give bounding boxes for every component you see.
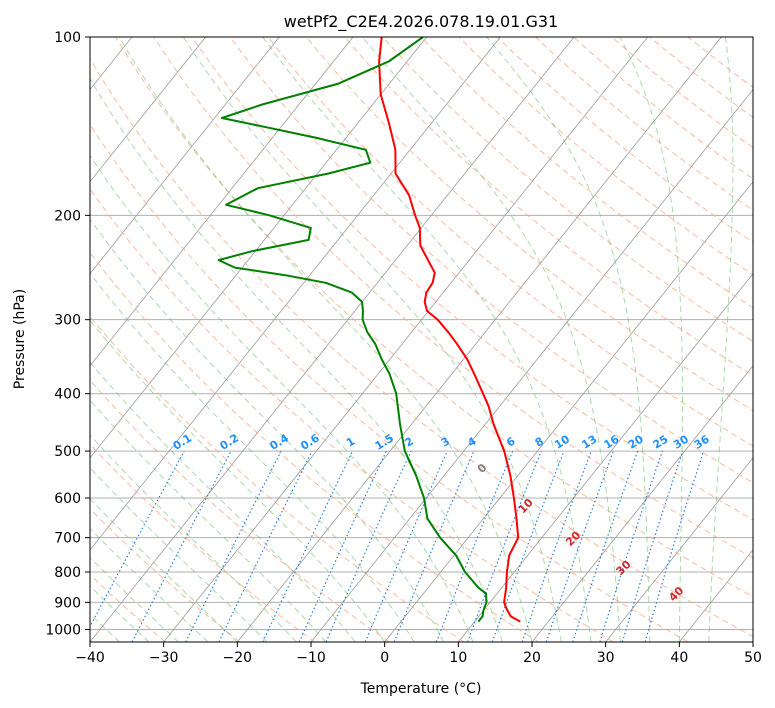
mixing-ratio-line bbox=[521, 450, 592, 642]
chart-title: wetPf2_C2E4.2026.078.19.01.G31 bbox=[284, 12, 558, 32]
x-tick-label: −20 bbox=[223, 650, 253, 666]
mixing-ratio-line bbox=[545, 450, 614, 642]
dry-adiabats bbox=[90, 37, 753, 642]
moist-adiabat-line bbox=[90, 319, 386, 642]
dry-adiabat-line bbox=[90, 379, 390, 642]
x-tick-label: 30 bbox=[597, 650, 615, 666]
moist-adiabat-line bbox=[262, 37, 592, 642]
isotherm-line bbox=[90, 37, 575, 642]
x-tick-label: 10 bbox=[449, 650, 467, 666]
x-axis-label: Temperature (°C) bbox=[360, 681, 482, 697]
dry-adiabat-line bbox=[306, 37, 753, 412]
y-tick-label: 100 bbox=[54, 30, 81, 46]
x-tick-label: 0 bbox=[380, 650, 389, 666]
moist-adiabat-line bbox=[90, 527, 209, 642]
y-tick-label: 500 bbox=[54, 444, 81, 460]
moist-adiabat-line bbox=[362, 37, 621, 642]
plot-background bbox=[90, 37, 753, 642]
isotherm-lines bbox=[0, 37, 753, 642]
isotherm-line bbox=[90, 37, 206, 183]
dry-adiabat-line bbox=[90, 188, 614, 642]
moist-adiabat-line bbox=[619, 37, 683, 642]
dry-adiabat-line bbox=[90, 573, 166, 642]
mixing-ratio-line bbox=[325, 450, 412, 642]
moist-adiabat-line bbox=[90, 585, 150, 642]
mixing-ratio-lines bbox=[90, 450, 705, 642]
isotherm-line bbox=[605, 457, 753, 642]
y-tick-label: 700 bbox=[54, 531, 81, 547]
isotherm-line bbox=[163, 37, 648, 642]
mixing-ratio-line bbox=[491, 450, 565, 642]
isotherm-line bbox=[0, 37, 58, 642]
mixing-ratio-line bbox=[185, 450, 282, 642]
mixing-ratio-line bbox=[435, 450, 514, 642]
moist-adiabat-line bbox=[90, 556, 179, 642]
x-tick-label: 40 bbox=[670, 650, 688, 666]
x-tick-label: 20 bbox=[523, 650, 541, 666]
y-tick-label: 800 bbox=[54, 565, 81, 581]
moist-adiabat-line bbox=[90, 434, 297, 642]
y-tick-label: 600 bbox=[54, 491, 81, 507]
mixing-ratio-line bbox=[621, 450, 684, 642]
mixing-ratio-line bbox=[90, 450, 185, 628]
x-tick-label: −30 bbox=[149, 650, 179, 666]
y-tick-label: 1000 bbox=[45, 622, 81, 638]
mixing-ratio-line bbox=[644, 450, 705, 642]
mixing-ratio-line bbox=[572, 450, 639, 642]
moist-adiabat-line bbox=[118, 37, 533, 642]
moist-adiabat-line bbox=[90, 218, 445, 642]
dry-adiabat-line bbox=[267, 37, 753, 447]
isotherm-line bbox=[90, 37, 354, 367]
mixing-ratio-line bbox=[599, 450, 663, 642]
x-axis-ticks: −40 −30 −20 −10 0 10 20 30 40 50 bbox=[75, 642, 762, 666]
dry-adiabat-line bbox=[229, 37, 753, 484]
moist-adiabats bbox=[90, 37, 734, 642]
dry-adiabat-line bbox=[90, 252, 540, 642]
moist-adiabat-line bbox=[486, 37, 651, 642]
moist-adiabat-line bbox=[90, 498, 238, 642]
dry-adiabat-line bbox=[344, 37, 753, 377]
moist-adiabat-line bbox=[708, 37, 734, 642]
isotherm-line bbox=[310, 88, 753, 642]
isotherm-line bbox=[90, 37, 501, 551]
dry-adiabat-line bbox=[90, 123, 689, 642]
dry-adiabat-line bbox=[191, 37, 753, 521]
moist-adiabat-line bbox=[90, 467, 268, 642]
mixing-ratio-line bbox=[466, 450, 542, 642]
mixing-ratio-line bbox=[393, 450, 475, 642]
isotherm-line bbox=[90, 37, 427, 459]
x-tick-label: −10 bbox=[296, 650, 326, 666]
moist-adiabat-line bbox=[90, 361, 356, 642]
moist-adiabat-line bbox=[182, 37, 562, 642]
x-tick-label: 50 bbox=[744, 650, 762, 666]
temperature-profile-line bbox=[378, 37, 521, 623]
isotherm-line bbox=[531, 365, 753, 642]
dry-adiabat-line bbox=[90, 315, 465, 642]
x-tick-label: −40 bbox=[75, 650, 105, 666]
dewpoint-profile-line bbox=[217, 37, 488, 623]
plot-frame bbox=[89, 36, 754, 643]
y-tick-label: 300 bbox=[54, 313, 81, 329]
profile-series bbox=[217, 37, 521, 623]
y-tick-label: 400 bbox=[54, 387, 81, 403]
y-axis-ticks: 100 200 300 400 500 600 700 800 900 1000 bbox=[45, 30, 90, 638]
isotherm-line bbox=[237, 37, 722, 642]
isotherm-line bbox=[752, 641, 753, 642]
y-axis-label: Pressure (hPa) bbox=[12, 289, 28, 389]
isotherm-line bbox=[458, 273, 753, 642]
moist-adiabat-line bbox=[90, 154, 474, 642]
isotherm-line bbox=[90, 37, 280, 275]
isotherm-line bbox=[384, 180, 753, 642]
mixing-ratio-line bbox=[364, 450, 448, 642]
moist-adiabat-line bbox=[90, 272, 415, 642]
y-tick-label: 200 bbox=[54, 208, 81, 224]
y-tick-label: 900 bbox=[54, 595, 81, 611]
